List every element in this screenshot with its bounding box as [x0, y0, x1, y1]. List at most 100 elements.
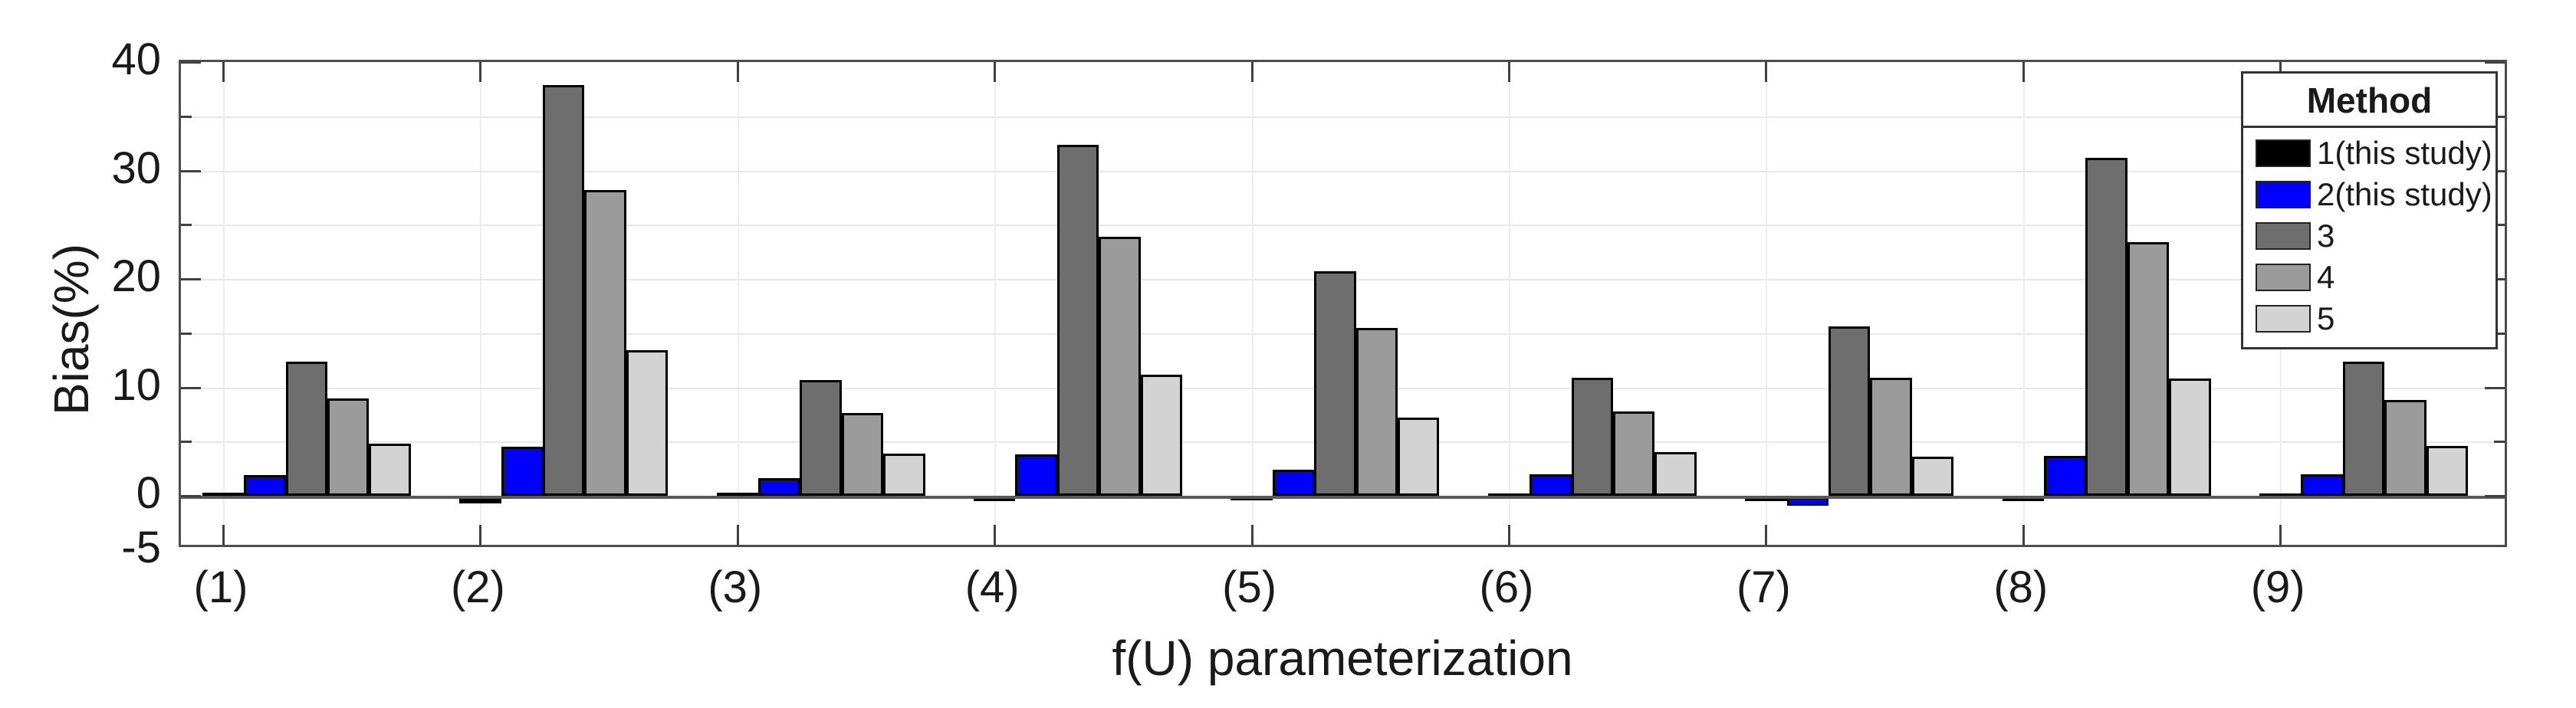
legend-row-4: 4 [2243, 257, 2496, 298]
bar-series2-group5 [1272, 470, 1315, 496]
x-tick [2022, 62, 2025, 82]
legend-row-5: 5 [2243, 298, 2496, 339]
x-tick [1765, 525, 1768, 545]
legend-swatch-2 [2256, 181, 2311, 208]
x-gridline [480, 62, 482, 545]
x-tick-label-6: (6) [1479, 562, 1534, 612]
y-tick [181, 61, 201, 64]
bar-series1-group9 [2259, 493, 2302, 496]
y-tick [181, 278, 201, 280]
x-tick-label-1: (1) [193, 562, 248, 612]
bar-series4-group3 [841, 413, 884, 496]
y-tick [181, 441, 192, 444]
bar-series3-group7 [1829, 326, 1871, 496]
y-tick-label: 0 [136, 468, 161, 518]
x-tick [222, 62, 225, 82]
legend-swatch-5 [2256, 305, 2311, 333]
y-tick [181, 495, 201, 497]
bar-series4-group7 [1870, 377, 1912, 496]
y-gridline [181, 170, 2505, 172]
plot-area [179, 60, 2507, 547]
x-tick-label-9: (9) [2250, 562, 2305, 612]
bar-series1-group3 [716, 492, 758, 496]
x-tick [479, 525, 482, 545]
legend-title: Method [2243, 74, 2496, 128]
x-tick [736, 525, 739, 545]
x-tick-label-4: (4) [964, 562, 1020, 612]
y-tick [2494, 441, 2505, 444]
bar-series4-group4 [1099, 236, 1141, 496]
bar-series4-group2 [584, 189, 626, 496]
legend-label-2: 2(this study) [2317, 176, 2492, 212]
x-gridline [994, 62, 997, 545]
bar-series3-group6 [1571, 377, 1613, 496]
bar-series4-group8 [2127, 241, 2170, 496]
x-tick [1508, 62, 1510, 82]
x-tick-label-7: (7) [1736, 562, 1791, 612]
x-tick [479, 62, 482, 82]
bar-series3-group9 [2342, 361, 2385, 496]
bar-series5-group1 [369, 444, 411, 496]
legend-label-1: 1(this study) [2317, 135, 2492, 171]
x-gridline [1251, 62, 1254, 545]
y-tick-label: 20 [111, 251, 161, 301]
bar-series5-group4 [1140, 374, 1182, 496]
y-tick-label: 40 [111, 34, 161, 84]
bar-series3-group2 [543, 84, 585, 496]
bar-series2-group9 [2301, 474, 2343, 496]
x-gridline [223, 62, 225, 545]
x-gridline [737, 62, 739, 545]
y-tick-label: 10 [111, 359, 161, 410]
x-gridline [1509, 62, 1510, 545]
y-tick-label: 30 [111, 143, 161, 193]
legend-rows: 1(this study) 2(this study) 3 4 5 [2243, 128, 2496, 347]
y-tick [2494, 115, 2505, 118]
y-tick [2485, 386, 2505, 389]
x-axis-label: f(U) parameterization [1112, 631, 1573, 686]
bar-series5-group5 [1398, 418, 1440, 496]
bar-series4-group1 [327, 398, 370, 496]
zero-line [181, 496, 2505, 499]
bar-series1-group6 [1487, 493, 1530, 496]
bar-series5-group9 [2426, 445, 2468, 496]
bar-series4-group9 [2384, 400, 2426, 496]
x-tick [1250, 525, 1254, 545]
y-tick [2485, 61, 2505, 64]
bar-series2-group2 [501, 447, 543, 496]
bar-series3-group3 [800, 379, 842, 496]
legend-swatch-1 [2256, 139, 2311, 167]
x-tick [994, 62, 997, 82]
legend-swatch-3 [2256, 222, 2311, 250]
x-tick [1508, 525, 1510, 545]
y-tick [181, 224, 192, 227]
bar-series3-group5 [1314, 271, 1356, 496]
x-tick-label-8: (8) [1993, 562, 2049, 612]
y-tick [181, 332, 192, 335]
y-tick [181, 386, 201, 389]
bar-series3-group1 [285, 361, 327, 496]
y-tick [181, 169, 201, 172]
y-tick [2485, 495, 2505, 497]
legend: Method 1(this study) 2(this study) 3 4 5 [2241, 71, 2498, 349]
legend-swatch-4 [2256, 264, 2311, 291]
x-tick [994, 525, 997, 545]
y-tick [181, 115, 192, 118]
y-gridline [181, 116, 2505, 118]
bar-series4-group6 [1613, 411, 1655, 496]
legend-row-2: 2(this study) [2243, 174, 2496, 215]
y-tick [2494, 332, 2505, 335]
bar-series5-group3 [883, 453, 925, 496]
legend-label-3: 3 [2317, 218, 2335, 254]
bar-series2-group1 [244, 475, 286, 496]
legend-label-4: 4 [2317, 259, 2335, 295]
x-tick-label-5: (5) [1222, 562, 1277, 612]
bar-series4-group5 [1355, 327, 1398, 496]
legend-row-3: 3 [2243, 215, 2496, 257]
x-tick [2022, 525, 2025, 545]
legend-label-5: 5 [2317, 300, 2335, 336]
x-tick [2279, 525, 2282, 545]
x-tick [222, 525, 225, 545]
legend-row-1: 1(this study) [2243, 133, 2496, 174]
bar-series2-group6 [1530, 474, 1572, 496]
bar-series5-group8 [2169, 379, 2211, 496]
